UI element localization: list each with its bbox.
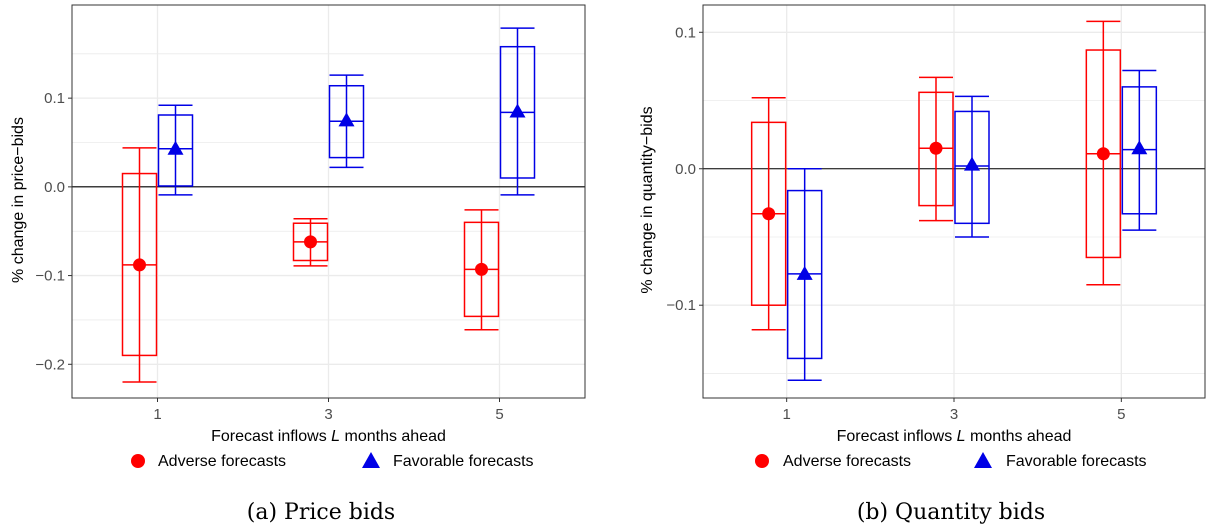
x-tick-label: 5 [495,406,503,423]
y-tick-label: 0.1 [675,24,696,41]
x-axis-title-suffix: months ahead [966,428,1072,445]
boxplot-adverse-5 [1085,20,1122,286]
legend-favorable-marker [974,452,992,468]
boxplot-favorable-1 [786,168,823,382]
panel-caption: (b) Quantity bids [857,500,1045,525]
boxplot-adverse-5 [463,209,500,331]
y-tick-label: −0.1 [666,297,696,314]
legend-favorable-label: Favorable forecasts [1006,453,1147,470]
adverse-point [762,207,776,221]
chart-panel-2: −0.1 0.0 0.1 1 3 5 % change in quantity−bids Fo… [639,4,1206,525]
boxplot-favorable-3 [954,95,990,238]
series-adverse [750,20,1122,331]
x-axis-title-variable: L [331,428,340,445]
y-axis-title: % change in quantity−bids [639,106,656,293]
boxplot-favorable-3 [328,74,365,169]
favorable-point [167,140,184,155]
y-tick-label: 0.1 [44,90,65,107]
adverse-point [475,262,488,276]
legend: Adverse forecasts Favorable forecasts [131,452,534,470]
x-axis-title: Forecast inflows L months ahead [211,428,446,445]
boxplot-adverse-1 [750,97,787,331]
legend-adverse-label: Adverse forecasts [783,453,911,470]
x-axis-title-prefix: Forecast inflows [211,428,331,445]
panel-caption: (a) Price bids [247,500,395,525]
series-favorable [786,69,1158,382]
adverse-point [929,141,943,155]
y-tick-label: −0.2 [35,356,65,373]
favorable-point [1131,140,1148,155]
adverse-point [1096,147,1110,161]
x-axis-title: Forecast inflows L months ahead [837,428,1072,445]
legend-favorable-label: Favorable forecasts [393,453,534,470]
y-tick-label: −0.1 [35,268,65,285]
boxplot-adverse-1 [121,147,158,383]
x-tick-label: 1 [782,406,790,423]
x-axis-title-variable: L [957,428,966,445]
legend: Adverse forecasts Favorable forecasts [755,452,1147,470]
x-tick-label: 5 [1117,406,1125,423]
legend-adverse-label: Adverse forecasts [158,453,286,470]
favorable-point [509,103,526,118]
boxplot-favorable-1 [157,104,194,196]
favorable-point [338,112,355,127]
box-rect [157,114,194,187]
favorable-point [796,265,813,280]
x-axis-title-prefix: Forecast inflows [837,428,957,445]
chart-panel-1: −0.2 −0.1 0.0 0.1 1 3 5 % change in price−bids F… [10,4,586,525]
series-favorable [157,27,536,196]
boxplot-adverse-3 [292,218,329,267]
boxplot-favorable-5 [499,27,536,196]
favorable-point [964,156,980,171]
legend-favorable-marker [362,452,380,468]
boxplot-adverse-3 [918,76,954,222]
y-tick-label: 0.0 [44,179,65,196]
box-rect [954,110,990,225]
x-axis-title-suffix: months ahead [340,428,446,445]
x-tick-label: 3 [324,406,332,423]
legend-adverse-marker [755,454,769,468]
boxplot-favorable-5 [1121,69,1158,231]
x-tick-label: 3 [950,406,958,423]
x-tick-label: 1 [153,406,161,423]
y-tick-label: 0.0 [675,161,696,178]
adverse-point [133,258,146,272]
series-adverse [121,147,500,383]
legend-adverse-marker [131,454,145,468]
y-axis-title: % change in price−bids [10,117,27,283]
adverse-point [304,235,317,249]
